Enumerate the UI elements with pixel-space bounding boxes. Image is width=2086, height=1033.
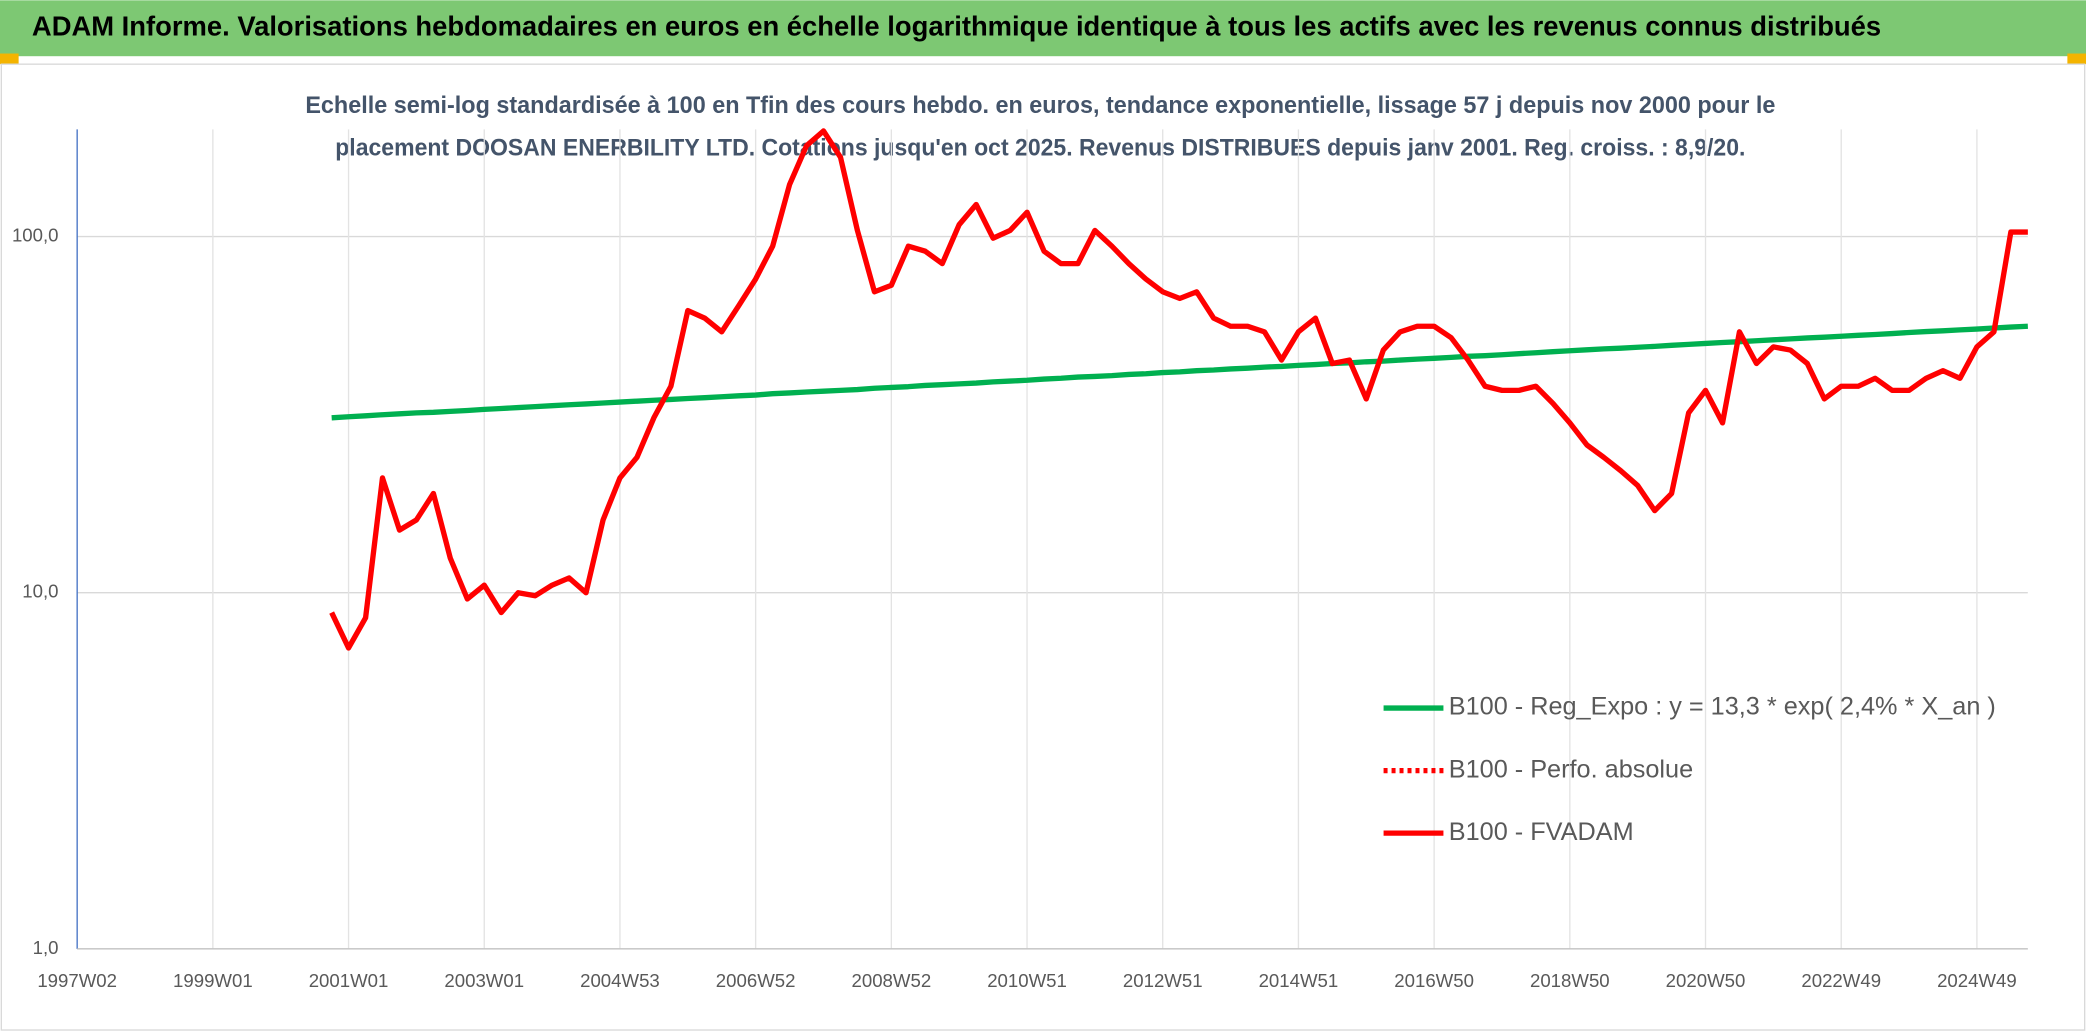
chart-title: placement DOOSAN ENERBILITY LTD. Cotatio… <box>335 135 1745 162</box>
x-tick-label: 2003W01 <box>444 970 524 991</box>
legend-label: B100 - Reg_Expo : y = 13,3 * exp( 2,4% *… <box>1449 693 1996 721</box>
x-tick-label: 2016W50 <box>1394 970 1474 991</box>
x-tick-label: 2001W01 <box>309 970 389 991</box>
x-tick-label: 2010W51 <box>987 970 1067 991</box>
y-tick-label: 100,0 <box>12 224 59 245</box>
banner <box>0 0 2086 57</box>
series-line <box>329 128 2028 651</box>
y-tick-label: 1,0 <box>33 937 59 958</box>
x-tick-label: 1999W01 <box>173 970 253 991</box>
x-tick-label: 2014W51 <box>1259 970 1339 991</box>
x-tick-label: 2018W50 <box>1530 970 1610 991</box>
chart-title: Echelle semi-log standardisée à 100 en T… <box>305 92 1775 119</box>
corner <box>2067 53 2086 65</box>
x-tick-label: 2024W49 <box>1937 970 2017 991</box>
y-tick-label: 10,0 <box>22 581 58 602</box>
x-tick-label: 2020W50 <box>1666 970 1746 991</box>
x-tick-label: 2006W52 <box>716 970 796 991</box>
page-title: ADAM Informe. Valorisations hebdomadaire… <box>32 11 1881 42</box>
corner <box>0 53 19 65</box>
x-tick-label: 2022W49 <box>1801 970 1881 991</box>
x-tick-label: 2008W52 <box>852 970 932 991</box>
legend-label: B100 - Perfo. absolue <box>1449 755 1693 783</box>
x-tick-label: 1997W02 <box>37 970 117 991</box>
x-tick-label: 2004W53 <box>580 970 660 991</box>
legend-label: B100 - FVADAM <box>1449 818 1634 846</box>
x-tick-label: 2012W51 <box>1123 970 1203 991</box>
frame <box>0 63 2086 1031</box>
